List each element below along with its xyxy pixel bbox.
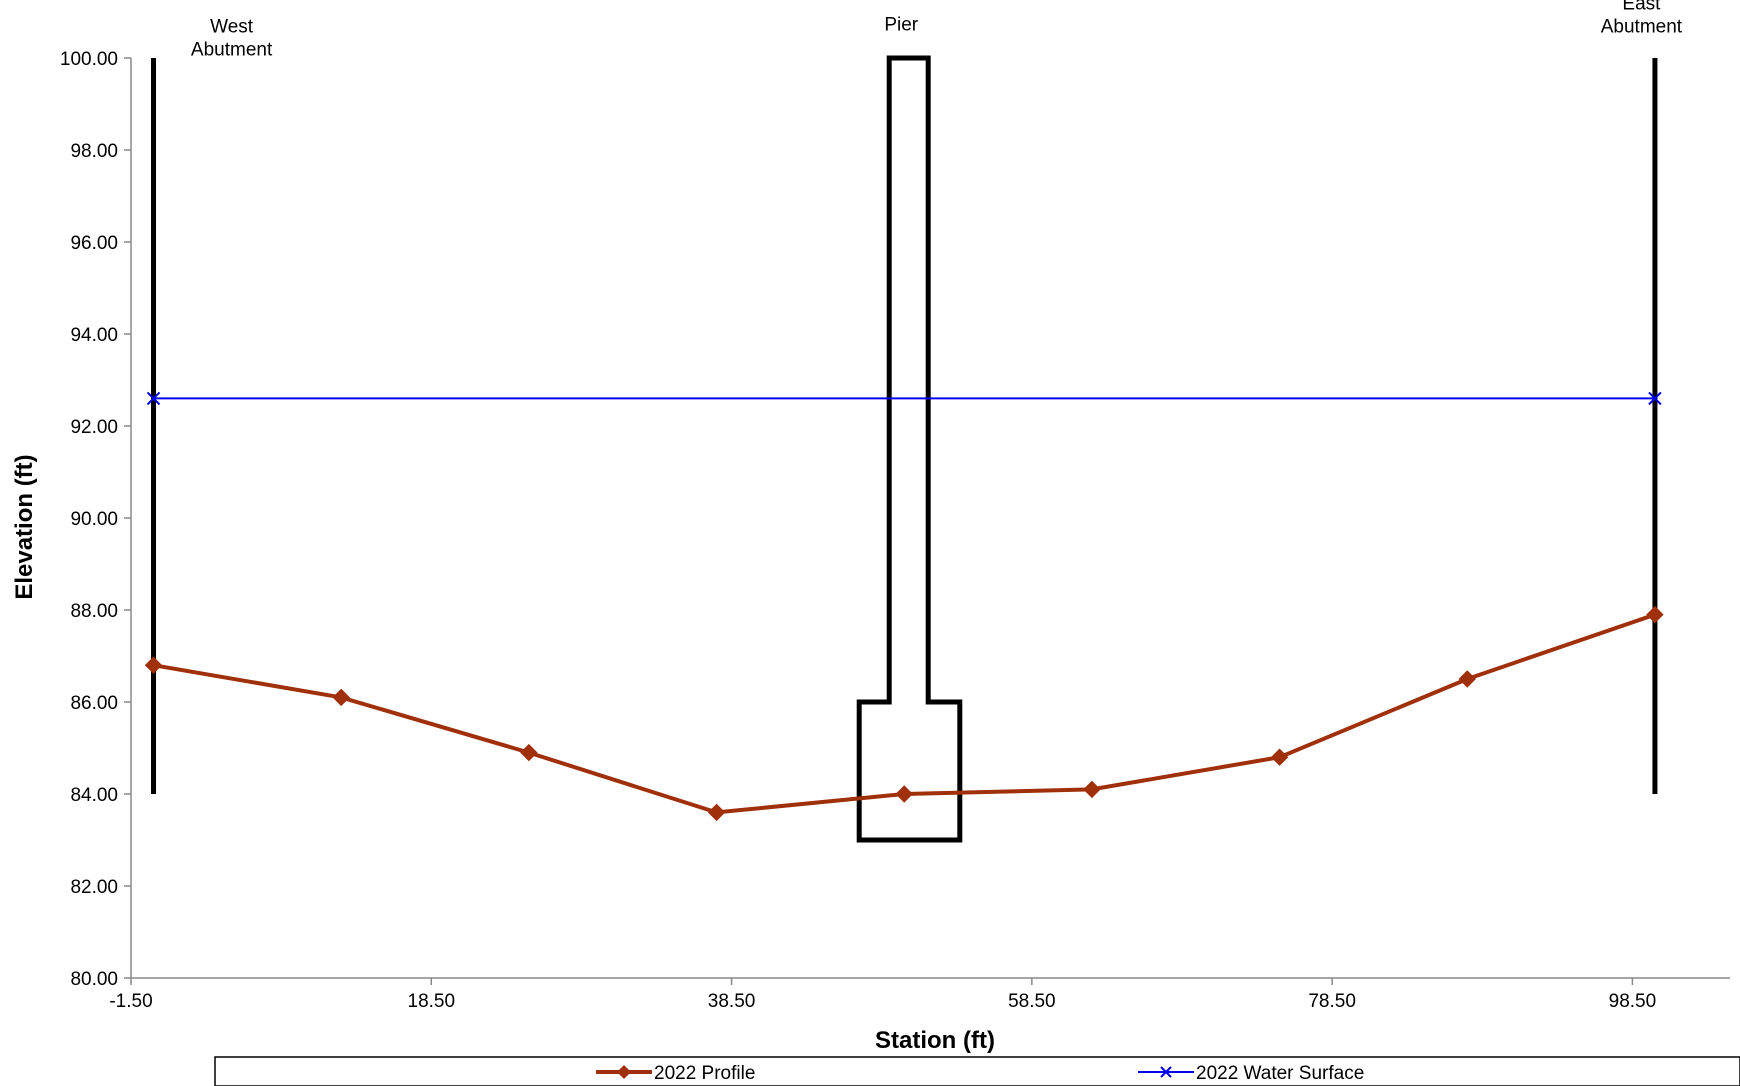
legend-marker [1160, 1066, 1172, 1078]
series-line-0 [153, 612, 1656, 815]
y-tick-label: 80.00 [70, 969, 118, 990]
x-tick-label: 18.50 [408, 991, 456, 1012]
profile-point [520, 743, 538, 762]
annotation-label: Pier [884, 14, 918, 35]
profile-point [895, 785, 913, 803]
y-tick-label: 88.00 [70, 601, 118, 622]
annotation-label: East [1622, 0, 1661, 15]
profile-point [1458, 670, 1476, 688]
legend-items: 2022 Profile 2022 Water Surface [596, 1063, 1364, 1084]
y-tick-label: 92.00 [70, 417, 118, 438]
y-tick-label: 100.00 [60, 49, 118, 70]
y-axis-ticks: 80.00 82.00 84.00 86.00 88.00 90.00 92.00 94.00… [60, 49, 131, 990]
x-tick-label: -1.50 [109, 991, 152, 1012]
y-tick-label: 96.00 [70, 233, 118, 254]
y-axis-title: Elevation (ft) [11, 454, 38, 599]
annotation-label: Abutment [191, 40, 273, 61]
profile-point [1083, 780, 1101, 799]
water-surface-point [146, 391, 161, 406]
profile-point [1646, 605, 1664, 624]
y-tick-label: 98.00 [70, 141, 118, 162]
x-axis-title: Station (ft) [875, 1027, 995, 1054]
annotation-label: Abutment [1601, 17, 1683, 38]
profile-point [144, 656, 163, 674]
water-surface-point [1648, 391, 1662, 406]
y-tick-label: 82.00 [70, 877, 118, 898]
profile-point [332, 688, 350, 707]
profile-point [1270, 748, 1289, 766]
x-tick-label: 78.50 [1308, 991, 1356, 1012]
x-axis-ticks: -1.50 18.50 38.50 58.50 78.50 98.50 [109, 978, 1656, 1012]
x-tick-label: 58.50 [1008, 991, 1056, 1012]
y-tick-label: 84.00 [70, 785, 118, 806]
legend-label: 2022 Profile [654, 1063, 755, 1084]
y-tick-label: 86.00 [70, 693, 118, 714]
data-series [144, 391, 1664, 822]
legend: 2022 Profile 2022 Water Surface [214, 1056, 1740, 1086]
pier-outline [856, 55, 963, 843]
y-tick-label: 90.00 [70, 509, 118, 530]
annotation-label: West [210, 17, 254, 38]
x-tick-label: 98.50 [1609, 991, 1657, 1012]
x-tick-label: 38.50 [708, 991, 756, 1012]
legend-label: 2022 Water Surface [1196, 1063, 1364, 1084]
bridge-structures [151, 55, 1658, 843]
profile-point [707, 803, 726, 822]
legend-marker [617, 1065, 631, 1079]
y-tick-label: 94.00 [70, 325, 118, 346]
legend-box [214, 1056, 1740, 1086]
